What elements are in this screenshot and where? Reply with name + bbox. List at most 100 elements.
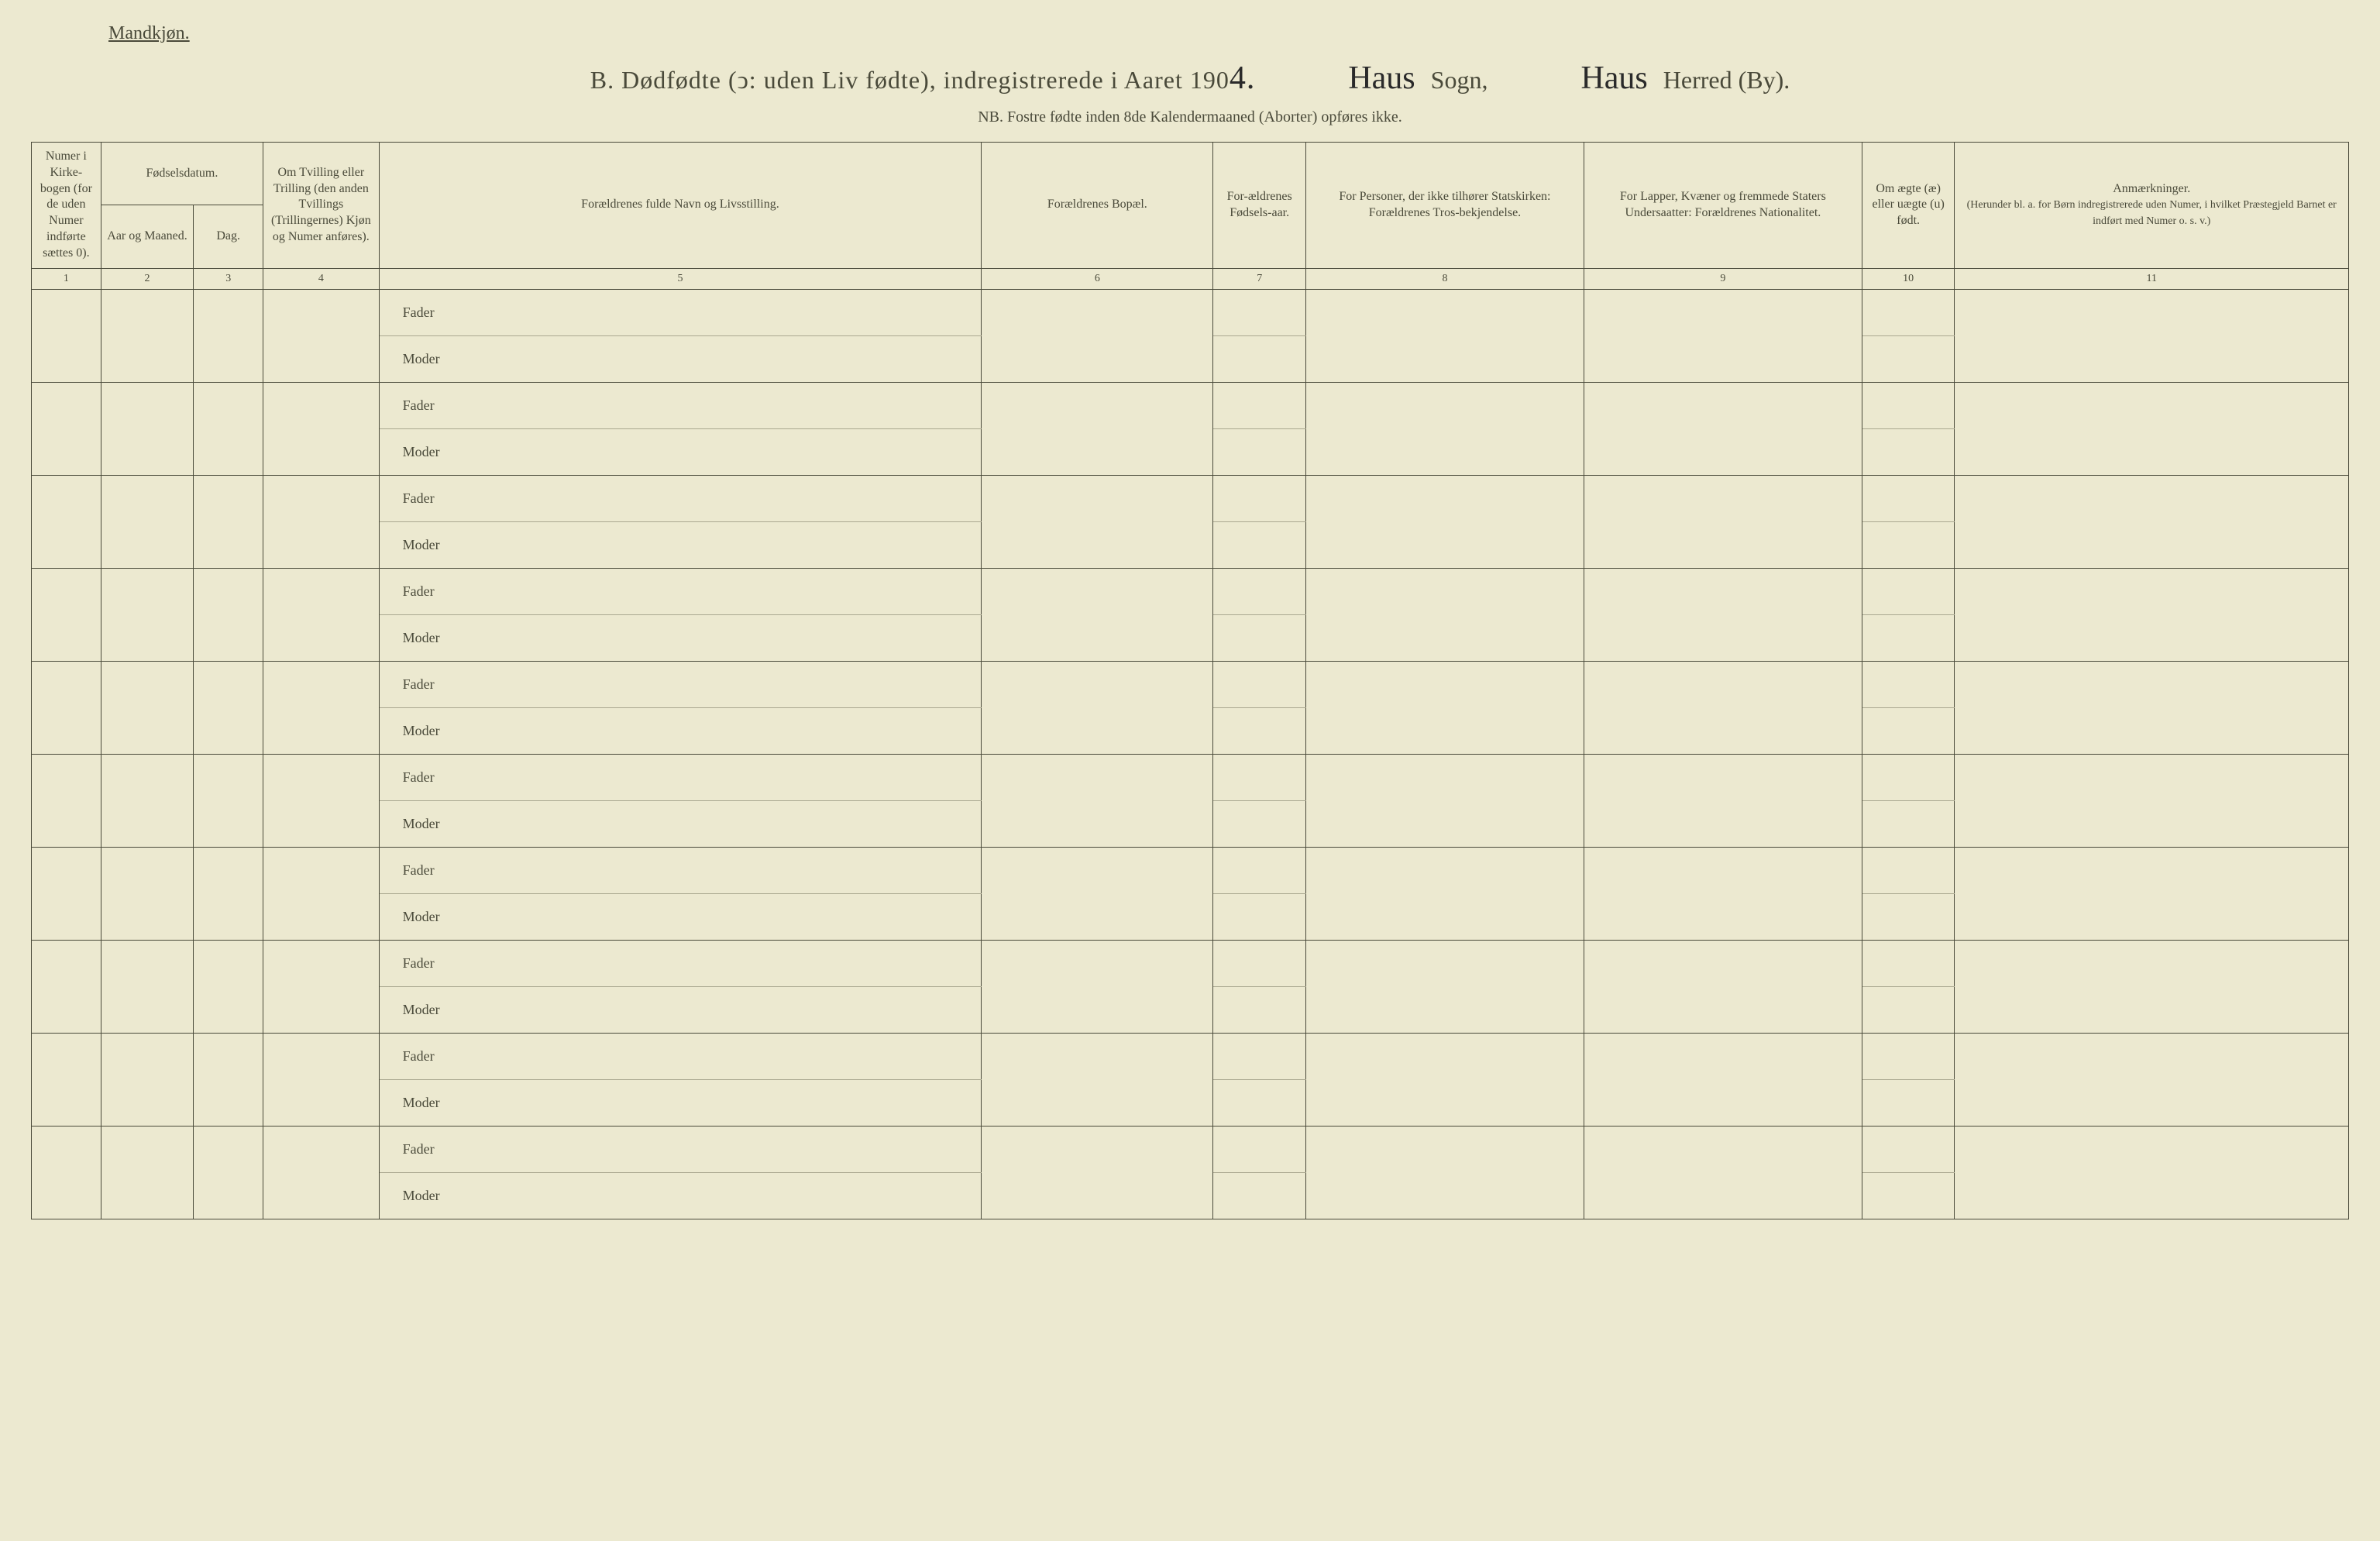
cell xyxy=(1584,940,1862,1033)
cell xyxy=(1862,940,1955,986)
cell xyxy=(101,847,194,940)
moder-label: Moder xyxy=(379,986,982,1033)
cell xyxy=(982,475,1213,568)
cell xyxy=(1213,1172,1306,1219)
cell xyxy=(1862,1033,1955,1079)
table-row: Fader xyxy=(32,1033,2349,1079)
cell xyxy=(101,661,194,754)
cell xyxy=(1213,661,1306,707)
table-row: Fader xyxy=(32,847,2349,893)
cell xyxy=(101,1033,194,1126)
cell xyxy=(1862,1079,1955,1126)
colnum-10: 10 xyxy=(1862,268,1955,289)
moder-label: Moder xyxy=(379,893,982,940)
cell xyxy=(982,1126,1213,1219)
col-header-9: For Lapper, Kvæner og fremmede Staters U… xyxy=(1584,143,1862,269)
cell xyxy=(1862,568,1955,614)
cell xyxy=(1306,568,1584,661)
cell xyxy=(194,289,263,382)
col-header-7: For-ældrenes Fødsels-aar. xyxy=(1213,143,1306,269)
cell xyxy=(1862,335,1955,382)
cell xyxy=(263,568,380,661)
cell xyxy=(1584,754,1862,847)
fader-label: Fader xyxy=(379,568,982,614)
cell xyxy=(1862,382,1955,428)
cell xyxy=(1306,754,1584,847)
cell xyxy=(1213,475,1306,521)
cell xyxy=(194,1126,263,1219)
cell xyxy=(1213,335,1306,382)
cell xyxy=(1862,1126,1955,1172)
herred-region: Haus Herred (By). xyxy=(1580,60,1790,97)
cell xyxy=(1862,289,1955,335)
cell xyxy=(1955,568,2349,661)
cell xyxy=(194,382,263,475)
cell xyxy=(1862,661,1955,707)
table-row: Fader xyxy=(32,940,2349,986)
title-row: B. Dødfødte (ↄ: uden Liv fødte), indregi… xyxy=(31,60,2349,97)
colnum-8: 8 xyxy=(1306,268,1584,289)
cell xyxy=(1213,568,1306,614)
colnum-2: 2 xyxy=(101,268,194,289)
col-header-11-sub: (Herunder bl. a. for Børn indregistrered… xyxy=(1967,199,2337,227)
cell xyxy=(101,568,194,661)
table-row: Fader xyxy=(32,475,2349,521)
cell xyxy=(1862,754,1955,800)
cell xyxy=(32,1033,101,1126)
cell xyxy=(1306,475,1584,568)
cell xyxy=(1213,614,1306,661)
cell xyxy=(1862,893,1955,940)
cell xyxy=(1213,521,1306,568)
cell xyxy=(32,661,101,754)
sogn-label: Sogn, xyxy=(1431,66,1488,95)
cell xyxy=(263,289,380,382)
cell xyxy=(982,568,1213,661)
cell xyxy=(1862,475,1955,521)
colnum-3: 3 xyxy=(194,268,263,289)
table-row: Fader xyxy=(32,382,2349,428)
col-header-8: For Personer, der ikke tilhører Statskir… xyxy=(1306,143,1584,269)
cell xyxy=(1955,475,2349,568)
cell xyxy=(263,847,380,940)
cell xyxy=(1955,661,2349,754)
colnum-row: 1 2 3 4 5 6 7 8 9 10 11 xyxy=(32,268,2349,289)
cell xyxy=(982,847,1213,940)
cell xyxy=(263,661,380,754)
cell xyxy=(194,940,263,1033)
cell xyxy=(1213,382,1306,428)
cell xyxy=(1862,847,1955,893)
cell xyxy=(1584,289,1862,382)
cell xyxy=(32,940,101,1033)
col-header-6: Forældrenes Bopæl. xyxy=(982,143,1213,269)
cell xyxy=(982,940,1213,1033)
cell xyxy=(1584,1126,1862,1219)
cell xyxy=(1862,428,1955,475)
cell xyxy=(982,754,1213,847)
cell xyxy=(263,754,380,847)
cell xyxy=(1213,893,1306,940)
cell xyxy=(982,1033,1213,1126)
colnum-1: 1 xyxy=(32,268,101,289)
cell xyxy=(982,661,1213,754)
cell xyxy=(1213,986,1306,1033)
table-row: Fader xyxy=(32,289,2349,335)
cell xyxy=(194,754,263,847)
cell xyxy=(1306,661,1584,754)
fader-label: Fader xyxy=(379,940,982,986)
table-row: Fader xyxy=(32,661,2349,707)
cell xyxy=(263,382,380,475)
register-table: Numer i Kirke-bogen (for de uden Numer i… xyxy=(31,142,2349,1219)
cell xyxy=(101,475,194,568)
cell xyxy=(194,847,263,940)
cell xyxy=(1213,289,1306,335)
cell xyxy=(1955,382,2349,475)
cell xyxy=(263,1033,380,1126)
cell xyxy=(194,475,263,568)
gender-label: Mandkjøn. xyxy=(108,23,2349,44)
col-header-10: Om ægte (æ) eller uægte (u) født. xyxy=(1862,143,1955,269)
fader-label: Fader xyxy=(379,1033,982,1079)
cell xyxy=(1862,614,1955,661)
cell xyxy=(1862,986,1955,1033)
cell xyxy=(1955,1033,2349,1126)
cell xyxy=(32,1126,101,1219)
